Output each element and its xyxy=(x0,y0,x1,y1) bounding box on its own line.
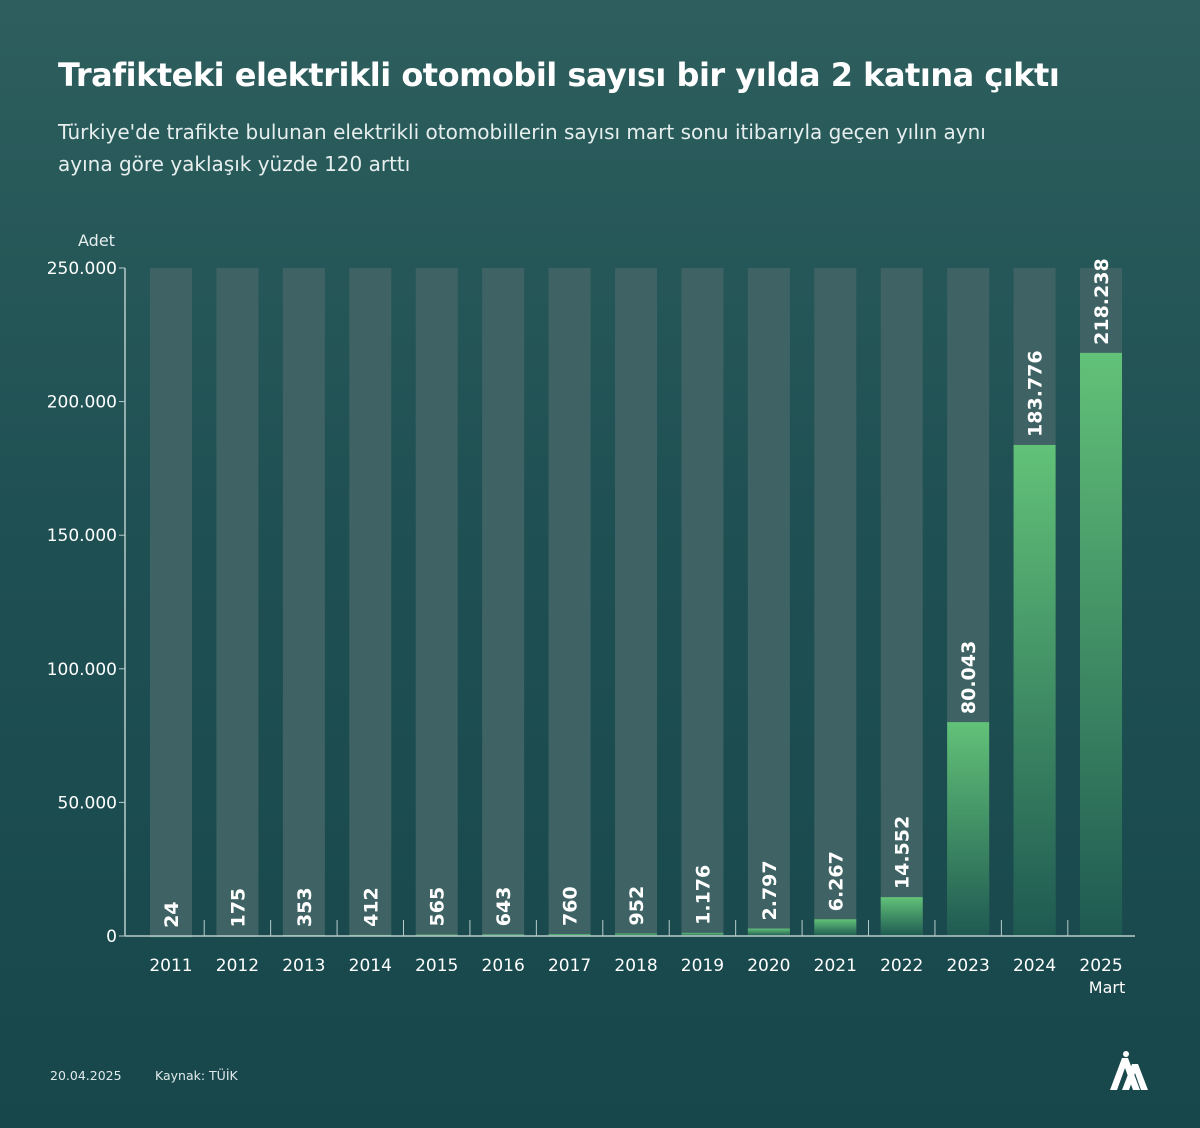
bar-background xyxy=(282,268,325,936)
x-tick-label: 2014 xyxy=(349,956,392,976)
bar xyxy=(415,934,458,936)
x-tick-label: 2018 xyxy=(614,956,657,976)
source-label: Kaynak: TÜİK xyxy=(155,1068,238,1083)
data-label: 1.176 xyxy=(692,865,714,925)
y-tick-label: 100.000 xyxy=(47,660,117,680)
y-tick-label: 250.000 xyxy=(47,259,117,279)
x-tick-label: 2023 xyxy=(947,956,990,976)
bar xyxy=(615,933,658,936)
bar xyxy=(880,897,923,936)
data-label: 353 xyxy=(294,887,316,927)
x-tick-label: 2019 xyxy=(681,956,724,976)
data-label: 952 xyxy=(626,886,648,926)
data-label: 183.776 xyxy=(1025,350,1047,437)
bar-background xyxy=(880,268,923,936)
data-label: 175 xyxy=(227,888,249,928)
bar xyxy=(482,934,525,936)
data-label: 14.552 xyxy=(892,816,914,889)
bar-background xyxy=(548,268,591,936)
data-label: 2.797 xyxy=(759,860,781,920)
bar xyxy=(1080,352,1123,937)
x-tick-label: 2022 xyxy=(880,956,923,976)
bar-background xyxy=(150,268,192,936)
data-label: 643 xyxy=(493,887,515,927)
x-tick-label: 2016 xyxy=(482,956,525,976)
x-tick-label: 2015 xyxy=(415,956,458,976)
bar-background xyxy=(814,268,857,936)
bar-background xyxy=(615,268,658,936)
x-tick-sublabel: Mart xyxy=(1089,978,1125,997)
y-tick-label: 0 xyxy=(106,927,117,947)
bar xyxy=(681,932,724,936)
x-tick-label: 2012 xyxy=(216,956,259,976)
data-label: 24 xyxy=(161,901,183,927)
bar-background xyxy=(482,268,525,936)
bar-background xyxy=(216,268,259,936)
bar-background xyxy=(747,268,790,936)
bar xyxy=(947,722,990,936)
y-axis-label: Adet xyxy=(78,231,115,250)
bar xyxy=(548,933,591,936)
data-label: 80.043 xyxy=(958,641,980,714)
bar-background xyxy=(349,268,392,936)
x-tick-label: 2011 xyxy=(149,956,192,976)
bar xyxy=(814,919,857,936)
bar xyxy=(1013,444,1056,936)
x-tick-label: 2025 xyxy=(1079,956,1122,976)
chart-subtitle: Türkiye'de trafikte bulunan elektrikli o… xyxy=(58,120,986,176)
x-tick-label: 2021 xyxy=(814,956,857,976)
data-label: 218.238 xyxy=(1091,258,1113,345)
x-tick-label: 2017 xyxy=(548,956,591,976)
data-label: 6.267 xyxy=(825,851,847,911)
bar-background xyxy=(415,268,458,936)
date-label: 20.04.2025 xyxy=(50,1068,122,1083)
y-tick-label: 150.000 xyxy=(47,526,117,546)
chart-title: Trafikteki elektrikli otomobil sayısı bi… xyxy=(58,56,1060,94)
data-label: 412 xyxy=(360,887,382,927)
x-tick-label: 2013 xyxy=(282,956,325,976)
x-tick-label: 2024 xyxy=(1013,956,1056,976)
bar-background xyxy=(681,268,724,936)
x-tick-label: 2020 xyxy=(747,956,790,976)
bar xyxy=(747,928,790,936)
y-tick-label: 50.000 xyxy=(58,793,117,813)
y-tick-label: 200.000 xyxy=(47,393,117,413)
data-label: 760 xyxy=(560,886,582,926)
data-label: 565 xyxy=(427,887,449,927)
